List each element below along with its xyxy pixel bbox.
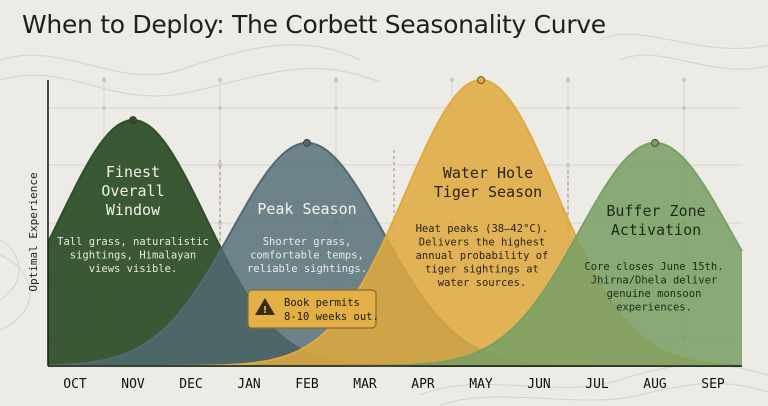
series-desc-buffer: Jhirna/Dhela deliver bbox=[591, 275, 717, 287]
series-desc-finest: Tall grass, naturalistic bbox=[57, 236, 209, 248]
x-tick-label: DEC bbox=[179, 377, 202, 392]
grid-node bbox=[565, 162, 571, 168]
grid-node bbox=[101, 77, 107, 83]
contour-line bbox=[439, 382, 768, 406]
contour-line bbox=[619, 54, 768, 70]
series-peak-point-3 bbox=[477, 76, 485, 84]
x-tick-label: SEP bbox=[701, 377, 725, 392]
series-desc-water: water sources. bbox=[438, 277, 527, 289]
series-desc-buffer: experiences. bbox=[616, 302, 692, 314]
series-label-buffer: Buffer Zone bbox=[606, 202, 705, 220]
series-desc-water: annual probability of bbox=[416, 250, 549, 262]
grid-node bbox=[217, 105, 223, 111]
series-label-finest: Finest bbox=[106, 163, 160, 181]
grid-node bbox=[333, 105, 339, 111]
series-desc-peak: comfortable temps, bbox=[250, 250, 364, 262]
series-label-buffer: Activation bbox=[611, 221, 701, 239]
grid-node bbox=[449, 77, 455, 83]
permit-callout: ! Book permits 8-10 weeks out. bbox=[247, 289, 379, 329]
grid-node bbox=[565, 105, 571, 111]
x-tick-label: OCT bbox=[63, 377, 87, 392]
contour-line bbox=[0, 254, 31, 331]
contour-line bbox=[0, 68, 381, 97]
series-peak-point-4 bbox=[651, 139, 659, 147]
grid-node bbox=[565, 77, 571, 83]
series-label-water: Tiger Season bbox=[434, 183, 542, 201]
grid-node bbox=[333, 77, 339, 83]
grid-node bbox=[217, 162, 223, 168]
series-desc-water: Heat peaks (38–42°C). bbox=[416, 223, 549, 235]
series-desc-peak: Shorter grass, bbox=[263, 236, 352, 248]
grid-node bbox=[101, 105, 107, 111]
series-peak-point-2 bbox=[303, 139, 311, 147]
series-desc-buffer: Core closes June 15th. bbox=[584, 261, 723, 273]
x-tick-label: MAR bbox=[353, 377, 377, 392]
x-tick-label: APR bbox=[411, 377, 435, 392]
x-tick-label: AUG bbox=[643, 377, 667, 392]
warning-icon bbox=[255, 298, 275, 315]
series-peak-point-1 bbox=[129, 116, 137, 124]
series-desc-buffer: genuine monsoon bbox=[607, 288, 702, 300]
contour-line bbox=[0, 44, 361, 76]
grid-node bbox=[681, 105, 687, 111]
series-label-water: Water Hole bbox=[443, 164, 533, 182]
permit-callout-box bbox=[247, 289, 377, 329]
y-axis-label: Optimal Experience bbox=[27, 172, 40, 291]
series-label-peak: Peak Season bbox=[257, 200, 356, 218]
chart-title: When to Deploy: The Corbett Seasonality … bbox=[22, 10, 606, 39]
warning-icon-mark: ! bbox=[263, 305, 268, 316]
series-desc-water: tiger sightings at bbox=[425, 264, 539, 276]
contour-line bbox=[599, 33, 768, 49]
x-tick-label: FEB bbox=[295, 377, 319, 392]
grid-node bbox=[217, 77, 223, 83]
series-desc-finest: views visible. bbox=[89, 263, 178, 275]
contour-line bbox=[0, 239, 20, 301]
permit-callout-text: 8-10 weeks out. bbox=[284, 311, 379, 323]
series-label-finest: Window bbox=[106, 201, 161, 219]
series-desc-peak: reliable sightings. bbox=[247, 263, 367, 275]
x-tick-label: MAY bbox=[469, 377, 493, 392]
grid-node bbox=[681, 77, 687, 83]
x-tick-label: JUN bbox=[527, 377, 550, 392]
series-desc-water: Delivers the highest bbox=[419, 237, 545, 249]
series-label-finest: Overall bbox=[101, 182, 164, 200]
series-desc-finest: sightings, Himalayan bbox=[70, 250, 196, 262]
x-tick-label: JAN bbox=[237, 377, 260, 392]
permit-callout-text: Book permits bbox=[284, 297, 360, 309]
background-contours bbox=[0, 33, 768, 406]
season-curves bbox=[47, 76, 743, 367]
series-area-4 bbox=[48, 142, 742, 366]
x-tick-label: NOV bbox=[121, 377, 145, 392]
x-tick-label: JUL bbox=[585, 377, 609, 392]
chart-axes bbox=[47, 80, 742, 367]
x-axis-ticks: OCT NOV DEC JAN FEB MAR APR MAY JUN JUL AUG SEP bbox=[63, 377, 725, 392]
